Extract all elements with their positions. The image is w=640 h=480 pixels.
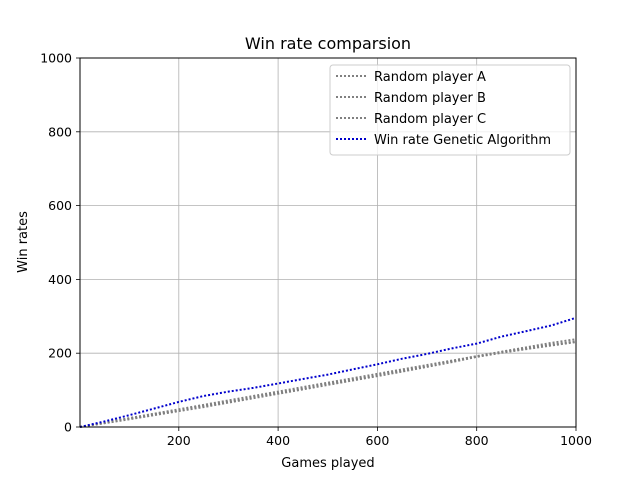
x-tick-label: 200 <box>167 433 191 448</box>
legend-item[interactable]: Random player B <box>336 91 486 106</box>
x-tick-label: 800 <box>465 433 489 448</box>
legend-label: Random player C <box>374 112 486 127</box>
y-tick-label: 800 <box>48 124 72 139</box>
legend-label: Random player B <box>374 91 486 106</box>
y-tick-label: 600 <box>48 198 72 213</box>
y-tick-label: 400 <box>48 272 72 287</box>
chart-title: Win rate comparsion <box>245 34 411 53</box>
x-tick-label: 600 <box>365 433 389 448</box>
x-tick-label: 1000 <box>560 433 592 448</box>
legend-box <box>329 64 571 156</box>
ticks: 200 400 600 800 1000 0 200 400 600 800 1000 <box>40 51 592 449</box>
y-axis-label: Win rates <box>16 211 31 273</box>
y-tick-label: 0 <box>64 420 72 435</box>
series-group <box>79 316 577 428</box>
series-line-win-rate-genetic-algorithm <box>79 316 577 428</box>
y-tick-label: 1000 <box>40 51 72 66</box>
legend-item[interactable]: Random player C <box>336 112 486 127</box>
legend-item[interactable]: Random player A <box>336 70 486 85</box>
plot-frame <box>79 57 577 428</box>
x-axis-label: Games played <box>281 456 374 471</box>
legend[interactable]: Random player A Random player B Random pla… <box>329 64 571 156</box>
x-tick-label: 400 <box>266 433 290 448</box>
legend-label: Random player A <box>374 70 486 85</box>
legend-label: Win rate Genetic Algorithm <box>374 133 551 148</box>
legend-item[interactable]: Win rate Genetic Algorithm <box>336 133 551 148</box>
y-tick-label: 200 <box>48 346 72 361</box>
